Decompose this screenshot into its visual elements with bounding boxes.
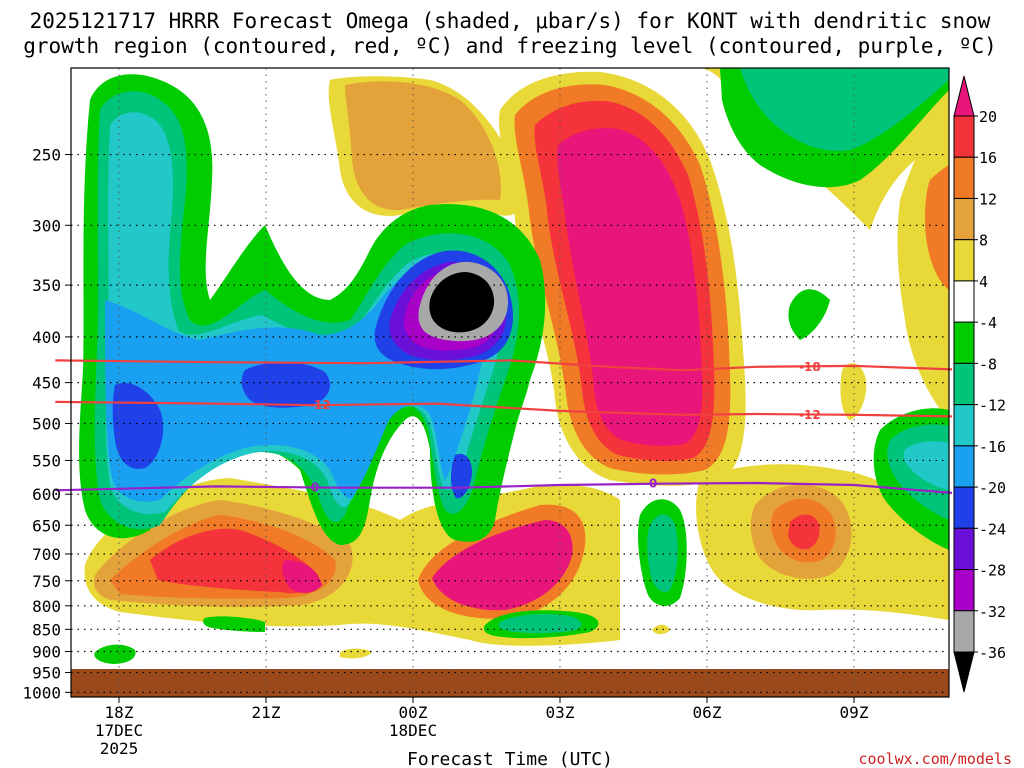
colorbar-band-4	[953, 239, 975, 282]
colorbar-band-13	[953, 610, 975, 653]
colorbar-band-5	[953, 280, 975, 323]
omega-region-core-black	[429, 272, 495, 333]
colorbar-band-11	[953, 527, 975, 571]
x-tick-label-06Z: 06Z	[693, 703, 722, 722]
x-tick-label-03Z: 03Z	[546, 703, 575, 722]
y-tick-label-850: 850	[32, 620, 61, 639]
x-tick-label-00Z: 00Z	[399, 703, 428, 722]
colorbar-label--8: -8	[979, 355, 997, 373]
omega-region-lowcenter-pink	[432, 520, 573, 611]
y-tick-label-650: 650	[32, 516, 61, 535]
y-tick-label-600: 600	[32, 485, 61, 504]
x-tick-date-00Z: 18DEC	[389, 721, 437, 740]
colorbar-band-2	[953, 156, 975, 199]
x-tick-date-18Z: 17DEC	[95, 721, 143, 740]
colorbar-label-20: 20	[979, 108, 997, 126]
chart-title-line2: growth region (contoured, red, ºC) and f…	[23, 34, 997, 58]
colorbar-bottom-arrow	[953, 651, 975, 693]
y-tick-label-350: 350	[32, 276, 61, 295]
colorbar-band-1	[953, 115, 975, 158]
y-tick-label-750: 750	[32, 572, 61, 591]
omega-region-right-cyan	[903, 441, 949, 490]
colorbar: 20 16 12 8 4 -4 -8 -12 -16 -20 -24 -28 -32 -36	[953, 75, 1006, 693]
omega-region-right-orange	[925, 165, 949, 290]
colorbar-label--4: -4	[979, 314, 997, 332]
colorbar-band-8	[953, 404, 975, 447]
colorbar-top-arrow	[953, 75, 975, 117]
colorbar-label--28: -28	[979, 562, 1006, 580]
y-tick-label-300: 300	[32, 216, 61, 235]
credit-link[interactable]: coolwx.com/models	[858, 750, 1012, 768]
colorbar-label--36: -36	[979, 644, 1006, 662]
y-tick-label-450: 450	[32, 374, 61, 393]
omega-region-left-blue1	[112, 382, 164, 469]
omega-shaded-field	[71, 68, 949, 697]
omega-region-lower-pink	[282, 560, 322, 594]
colorbar-band-10	[953, 486, 975, 529]
colorbar-label--20: -20	[979, 479, 1006, 497]
omega-region-mid-teal	[647, 514, 678, 592]
colorbar-label--16: -16	[979, 438, 1006, 456]
y-tick-label-950: 950	[32, 663, 61, 682]
gridlines	[71, 68, 949, 697]
omega-region-left-blue2	[241, 361, 330, 408]
contour-label-zero-right: 0	[649, 477, 657, 491]
omega-region-topright-teal	[740, 68, 949, 151]
contour-freezing-level	[55, 481, 953, 494]
colorbar-band-7	[953, 362, 975, 406]
y-tick-label-700: 700	[32, 545, 61, 564]
colorbar-band-6	[953, 321, 975, 364]
colorbar-label--32: -32	[979, 603, 1006, 621]
contour-label-minus12-right: -12	[799, 408, 821, 422]
omega-region-midright-red	[788, 514, 820, 550]
colorbar-label--12: -12	[979, 397, 1006, 415]
colorbar-band-3	[953, 197, 975, 241]
x-tick-label-21Z: 21Z	[252, 703, 281, 722]
contour-label-minus18: -18	[799, 360, 821, 374]
colorbar-label-12: 12	[979, 190, 997, 208]
contour-minus18	[55, 359, 953, 372]
colorbar-label-16: 16	[979, 149, 997, 167]
omega-region-bottom-teal	[498, 614, 582, 634]
x-tick-year-18Z: 2025	[100, 739, 139, 758]
contour-label-zero-left: 0	[311, 481, 319, 495]
y-tick-label-550: 550	[32, 451, 61, 470]
x-axis-label: Forecast Time (UTC)	[407, 749, 613, 768]
y-tick-label-1000: 1000	[22, 683, 61, 702]
y-tick-label-900: 900	[32, 642, 61, 661]
contour-minus12	[55, 400, 953, 418]
colorbar-label--24: -24	[979, 520, 1006, 538]
chart-title-line1: 2025121717 HRRR Forecast Omega (shaded, …	[30, 9, 991, 33]
colorbar-label-4: 4	[979, 273, 988, 291]
contour-lines: -18 -12 -12 0 0	[55, 359, 953, 495]
y-tick-label-800: 800	[32, 597, 61, 616]
omega-region-small-yellow3	[840, 363, 867, 420]
y-axis: 250 300 350 400 450 500 550 600 650 700 750 800 850 9…	[22, 146, 71, 702]
colorbar-band-12	[953, 569, 975, 612]
omega-region-lower-red	[150, 528, 319, 594]
omega-region-small-yellow2	[652, 624, 670, 635]
omega-region-small-green1	[788, 289, 830, 340]
omega-region-small-green2	[203, 616, 265, 632]
omega-region-upper-orange	[345, 81, 501, 211]
colorbar-band-9	[953, 445, 975, 488]
omega-region-small-green3	[94, 644, 136, 664]
colorbar-label-8: 8	[979, 232, 988, 250]
y-tick-label-500: 500	[32, 414, 61, 433]
surface-ground	[71, 669, 949, 697]
contour-label-minus12-left: -12	[309, 398, 331, 412]
y-tick-label-400: 400	[32, 328, 61, 347]
y-tick-label-250: 250	[32, 146, 61, 165]
x-tick-label-18Z: 18Z	[105, 703, 134, 722]
x-tick-label-09Z: 09Z	[840, 703, 869, 722]
